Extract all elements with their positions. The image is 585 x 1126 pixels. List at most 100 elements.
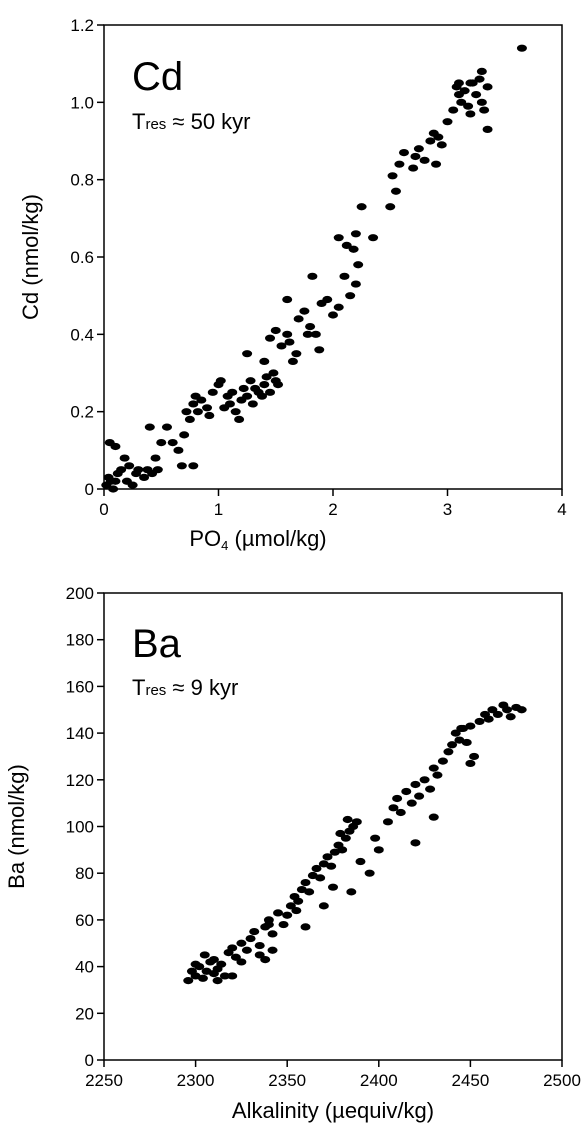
cd-data-point <box>516 44 527 52</box>
ba-data-point <box>364 869 375 877</box>
cd-data-point <box>227 388 238 396</box>
ba-data-point <box>483 715 494 723</box>
ba-data-point <box>373 846 384 854</box>
cd-data-point <box>176 462 187 470</box>
cd-data-point <box>328 311 338 319</box>
ba-data-point <box>300 878 311 887</box>
ba-data-point <box>337 846 348 854</box>
cd-data-point <box>119 454 130 462</box>
cd-data-point <box>433 133 444 141</box>
cd-y-tick-label: 1.2 <box>70 16 94 35</box>
cd-data-point <box>245 377 256 385</box>
cd-data-point <box>385 203 396 211</box>
cd-data-point <box>339 272 350 280</box>
ba-residence-time-label: Tres ≈ 9 kyr <box>132 675 238 700</box>
ba-data-point <box>304 888 315 896</box>
cd-data-point <box>479 106 490 114</box>
cd-data-point <box>350 280 361 288</box>
cd-vs-po4-chart: 0 1 2 3 4 0 0.2 0.4 0.6 0.8 1.0 1.2 PO4 (µmol/kg) Cd … <box>18 16 567 553</box>
ba-data-point <box>474 717 485 726</box>
ba-data-point <box>370 834 381 842</box>
cd-data-point <box>242 392 253 400</box>
cd-data-point <box>265 334 276 342</box>
cd-data-point <box>196 396 207 404</box>
cd-data-point <box>192 408 203 416</box>
cd-data-point <box>224 400 235 408</box>
cd-x-tick-label: 3 <box>443 500 452 519</box>
cd-data-point <box>398 149 409 157</box>
ba-y-tick-label: 140 <box>66 724 94 743</box>
cd-data-point <box>259 357 270 365</box>
ba-data-point <box>278 920 289 929</box>
cd-data-point <box>116 466 127 474</box>
ba-data-point <box>273 909 284 917</box>
cd-data-point <box>207 388 218 396</box>
cd-data-point <box>188 400 199 408</box>
cd-data-point <box>474 75 485 83</box>
ba-data-point <box>241 946 252 954</box>
cd-data-point <box>394 160 405 168</box>
ba-data-point <box>328 883 338 891</box>
cd-data-point <box>310 330 321 338</box>
ba-data-point <box>335 829 346 838</box>
cd-data-point <box>144 423 155 431</box>
ba-y-tick-label: 200 <box>66 584 94 603</box>
ba-data-point <box>326 862 337 870</box>
ba-x-axis-title: Alkalinity (µequiv/kg) <box>232 1098 434 1123</box>
cd-data-point <box>448 106 459 114</box>
ba-data-point <box>219 972 230 980</box>
cd-data-point <box>179 431 190 439</box>
ba-data-point <box>315 874 326 882</box>
cd-data-point <box>350 230 361 238</box>
ba-data-point <box>505 713 516 721</box>
ba-data-point <box>245 934 256 943</box>
cd-data-point <box>276 342 287 350</box>
ba-data-point <box>492 710 503 719</box>
ba-data-point <box>267 930 278 938</box>
cd-data-point <box>293 315 304 323</box>
ba-x-tick-label: 2250 <box>85 1071 123 1090</box>
ba-y-tick-label: 40 <box>75 958 94 977</box>
ba-y-tick-label: 80 <box>75 864 94 883</box>
ba-y-tick-label: 100 <box>66 818 94 837</box>
cd-data-point <box>291 350 302 358</box>
ba-data-point <box>465 759 476 768</box>
ba-data-point <box>227 944 238 952</box>
ba-data-point <box>428 764 439 772</box>
ba-y-axis-title: Ba (nmol/kg) <box>4 764 29 889</box>
cd-data-point <box>150 454 161 462</box>
cd-data-point <box>108 485 119 493</box>
cd-data-point <box>333 303 344 311</box>
ba-data-point <box>282 911 293 919</box>
cd-data-point <box>173 446 184 454</box>
cd-data-point <box>268 369 279 377</box>
ba-data-point <box>406 799 417 807</box>
ba-y-tick-label: 180 <box>66 631 94 650</box>
cd-data-point <box>465 79 476 87</box>
cd-data-point <box>181 408 192 416</box>
ba-data-point <box>291 906 302 915</box>
ba-data-point <box>342 815 353 824</box>
cd-data-point <box>413 145 424 153</box>
cd-data-point <box>287 357 298 365</box>
ba-data-point <box>410 839 421 847</box>
cd-data-point <box>442 118 453 126</box>
cd-y-tick-label: 1.0 <box>70 93 94 112</box>
cd-data-point <box>238 384 249 393</box>
ba-data-point <box>322 853 333 861</box>
ba-y-tick-label: 60 <box>75 911 94 930</box>
ba-panel-label: Ba <box>132 622 182 666</box>
cd-data-point <box>282 295 293 304</box>
ba-data-point <box>410 780 421 789</box>
ba-data-point <box>447 741 458 749</box>
ba-data-point <box>212 977 223 985</box>
cd-panel-label: Cd <box>132 55 183 99</box>
cd-residence-time-label: Tres ≈ 50 kyr <box>132 109 251 134</box>
cd-data-point <box>345 292 356 300</box>
ba-x-tick-label: 2450 <box>451 1071 489 1090</box>
ba-data-point <box>227 972 238 980</box>
cd-data-point <box>161 423 172 431</box>
cd-data-point <box>184 415 195 423</box>
ba-data-point <box>197 974 208 982</box>
cd-data-point <box>284 338 295 346</box>
